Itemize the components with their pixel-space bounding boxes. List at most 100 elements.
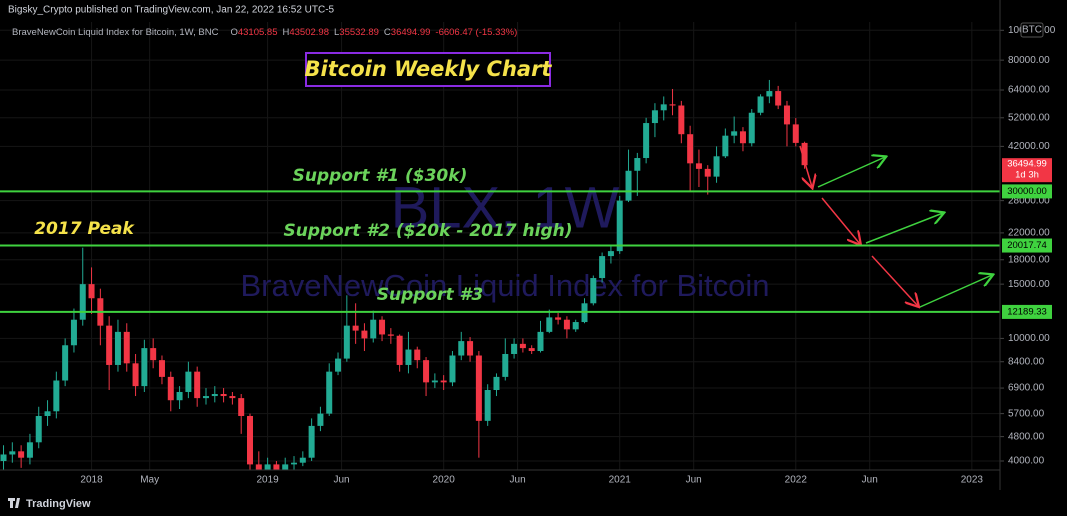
- x-tick-label: 2018: [80, 475, 103, 486]
- candle-body: [62, 345, 69, 381]
- candle-body: [414, 349, 421, 361]
- arrow: [817, 157, 885, 188]
- annotation: Support #1 ($30k): [293, 166, 468, 186]
- candle-body: [53, 380, 60, 412]
- candle-body: [695, 163, 702, 169]
- candle-body: [484, 390, 491, 421]
- arrow: [799, 145, 812, 187]
- candle-body: [308, 425, 315, 458]
- candle-body: [634, 158, 641, 171]
- candle-body: [467, 341, 474, 356]
- price-axis-bg: [1000, 0, 1067, 516]
- legend-key: L: [334, 27, 339, 38]
- candle-body: [687, 134, 694, 164]
- candle-body: [229, 396, 236, 399]
- x-tick-label: May: [140, 475, 159, 486]
- legend-key: H: [282, 27, 289, 38]
- last-price: 36494.99: [1007, 159, 1047, 170]
- candle-body: [423, 360, 430, 383]
- candle-body: [731, 131, 738, 136]
- candle-body: [651, 110, 658, 124]
- candle-body: [79, 284, 86, 320]
- candle-body: [748, 112, 755, 144]
- candle-body: [379, 319, 386, 335]
- candle-body: [775, 91, 782, 106]
- legend-item: 43105.85: [238, 27, 278, 38]
- candle-body: [106, 325, 113, 365]
- y-tick-label: 42000.00: [1008, 141, 1050, 152]
- x-tick-label: Jun: [333, 475, 349, 486]
- candle-body: [370, 319, 377, 339]
- candle-body: [757, 96, 764, 113]
- candle-body: [660, 104, 667, 111]
- candle-body: [202, 396, 209, 399]
- candle-body: [440, 380, 447, 383]
- arrow: [821, 197, 860, 244]
- y-tick-label: 10000.00: [1008, 333, 1050, 344]
- candle-body: [0, 454, 7, 462]
- footer: [0, 490, 1067, 516]
- candle-body: [158, 360, 165, 377]
- published-line: Bigsky_Crypto published on TradingView.c…: [8, 5, 335, 16]
- candle-body: [123, 331, 130, 364]
- y-tick-label: 64000.00: [1008, 85, 1050, 96]
- price-label-box: [1002, 304, 1052, 319]
- candle-body: [194, 371, 201, 399]
- x-tick-label: Jun: [686, 475, 702, 486]
- candles: [0, 79, 808, 470]
- candle-body: [141, 348, 148, 387]
- y-tick-label: 6900.00: [1008, 383, 1045, 394]
- y-tick-label: 4000.00: [1008, 456, 1045, 467]
- candle-body: [607, 251, 614, 257]
- candle-body: [387, 334, 394, 336]
- legend-key: O: [230, 27, 237, 38]
- overlay: Support #1 ($30k) Support #2 ($20k - 2017…: [0, 52, 1000, 313]
- candle-body: [801, 142, 808, 166]
- watermark-name: BraveNewCoin Liquid Index for Bitcoin: [241, 268, 770, 303]
- candle-body: [704, 168, 711, 177]
- currency: BTC: [1022, 25, 1042, 36]
- candle-body: [88, 284, 95, 299]
- candle-body: [150, 348, 157, 361]
- watermark-symbol: BLX, 1W: [391, 175, 620, 240]
- brand-logo: [8, 498, 20, 508]
- candle-body: [739, 131, 746, 144]
- candle-body: [502, 353, 509, 377]
- candle-body: [317, 413, 324, 426]
- arrow: [865, 213, 943, 244]
- annotation: Support #3: [377, 285, 483, 305]
- candle-body: [511, 343, 518, 354]
- candle-body: [335, 358, 342, 372]
- candle-body: [291, 462, 298, 465]
- candle-body: [563, 319, 570, 330]
- candle-body: [528, 348, 535, 352]
- x-tick-label: 2020: [433, 475, 456, 486]
- candle-body: [176, 391, 183, 401]
- price-label-box: [1002, 184, 1052, 199]
- candle-body: [546, 317, 553, 332]
- y-tick-label: 80000.00: [1008, 55, 1050, 66]
- candle-body: [264, 464, 271, 470]
- candle-body: [590, 278, 597, 304]
- candle-body: [616, 200, 623, 252]
- candle-body: [299, 457, 306, 463]
- candle-body: [211, 394, 218, 397]
- candle-body: [555, 317, 562, 320]
- price-axis: 4000.00 4800.00 5700.00 6900.00 8400.00 10000…: [0, 0, 1056, 490]
- candle-body: [114, 331, 121, 365]
- annotation: 2017 Peak: [34, 219, 135, 239]
- x-tick-label: Jun: [862, 475, 878, 486]
- candle-body: [247, 415, 253, 465]
- y-tick-label: 4800.00: [1008, 431, 1045, 442]
- candle-body: [255, 464, 262, 470]
- candle-body: [18, 451, 25, 458]
- chart-title: Bitcoin Weekly Chart: [305, 57, 553, 81]
- candle-body: [185, 371, 192, 392]
- candle-body: [273, 464, 280, 470]
- annotation: Support #2 ($20k - 2017 high): [283, 221, 572, 241]
- y-tick-label: 28000.00: [1008, 195, 1050, 206]
- x-tick-label: 2021: [609, 475, 632, 486]
- candle-body: [343, 325, 350, 359]
- title-box: [305, 52, 551, 87]
